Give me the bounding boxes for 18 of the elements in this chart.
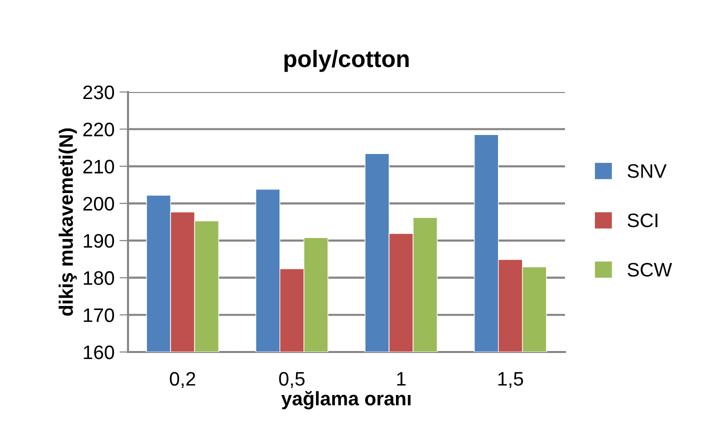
x-tick-label: 1	[397, 372, 406, 386]
legend-label: SNV	[628, 164, 667, 178]
y-tick-label: 210	[83, 160, 114, 174]
y-tick-label: 200	[83, 196, 114, 211]
legend-label: SCI	[628, 214, 658, 228]
y-axis-title: dikiş mukavemeti(N)	[58, 128, 77, 316]
x-tick-label: 0,2	[170, 372, 196, 388]
legend-label: SCW	[628, 262, 672, 277]
x-tick-label: 1,5	[498, 372, 524, 388]
x-tick-label: 0,5	[279, 372, 305, 388]
y-tick-label: 230	[83, 85, 114, 100]
y-tick-label: 190	[84, 234, 114, 248]
chart-title: poly/cotton	[284, 50, 409, 72]
y-tick-label: 170	[84, 308, 114, 322]
y-tick-label: 220	[83, 122, 114, 136]
x-axis-title: yağlama oranı	[281, 390, 411, 410]
y-tick-label: 160	[84, 345, 114, 360]
y-tick-label: 180	[84, 271, 114, 285]
